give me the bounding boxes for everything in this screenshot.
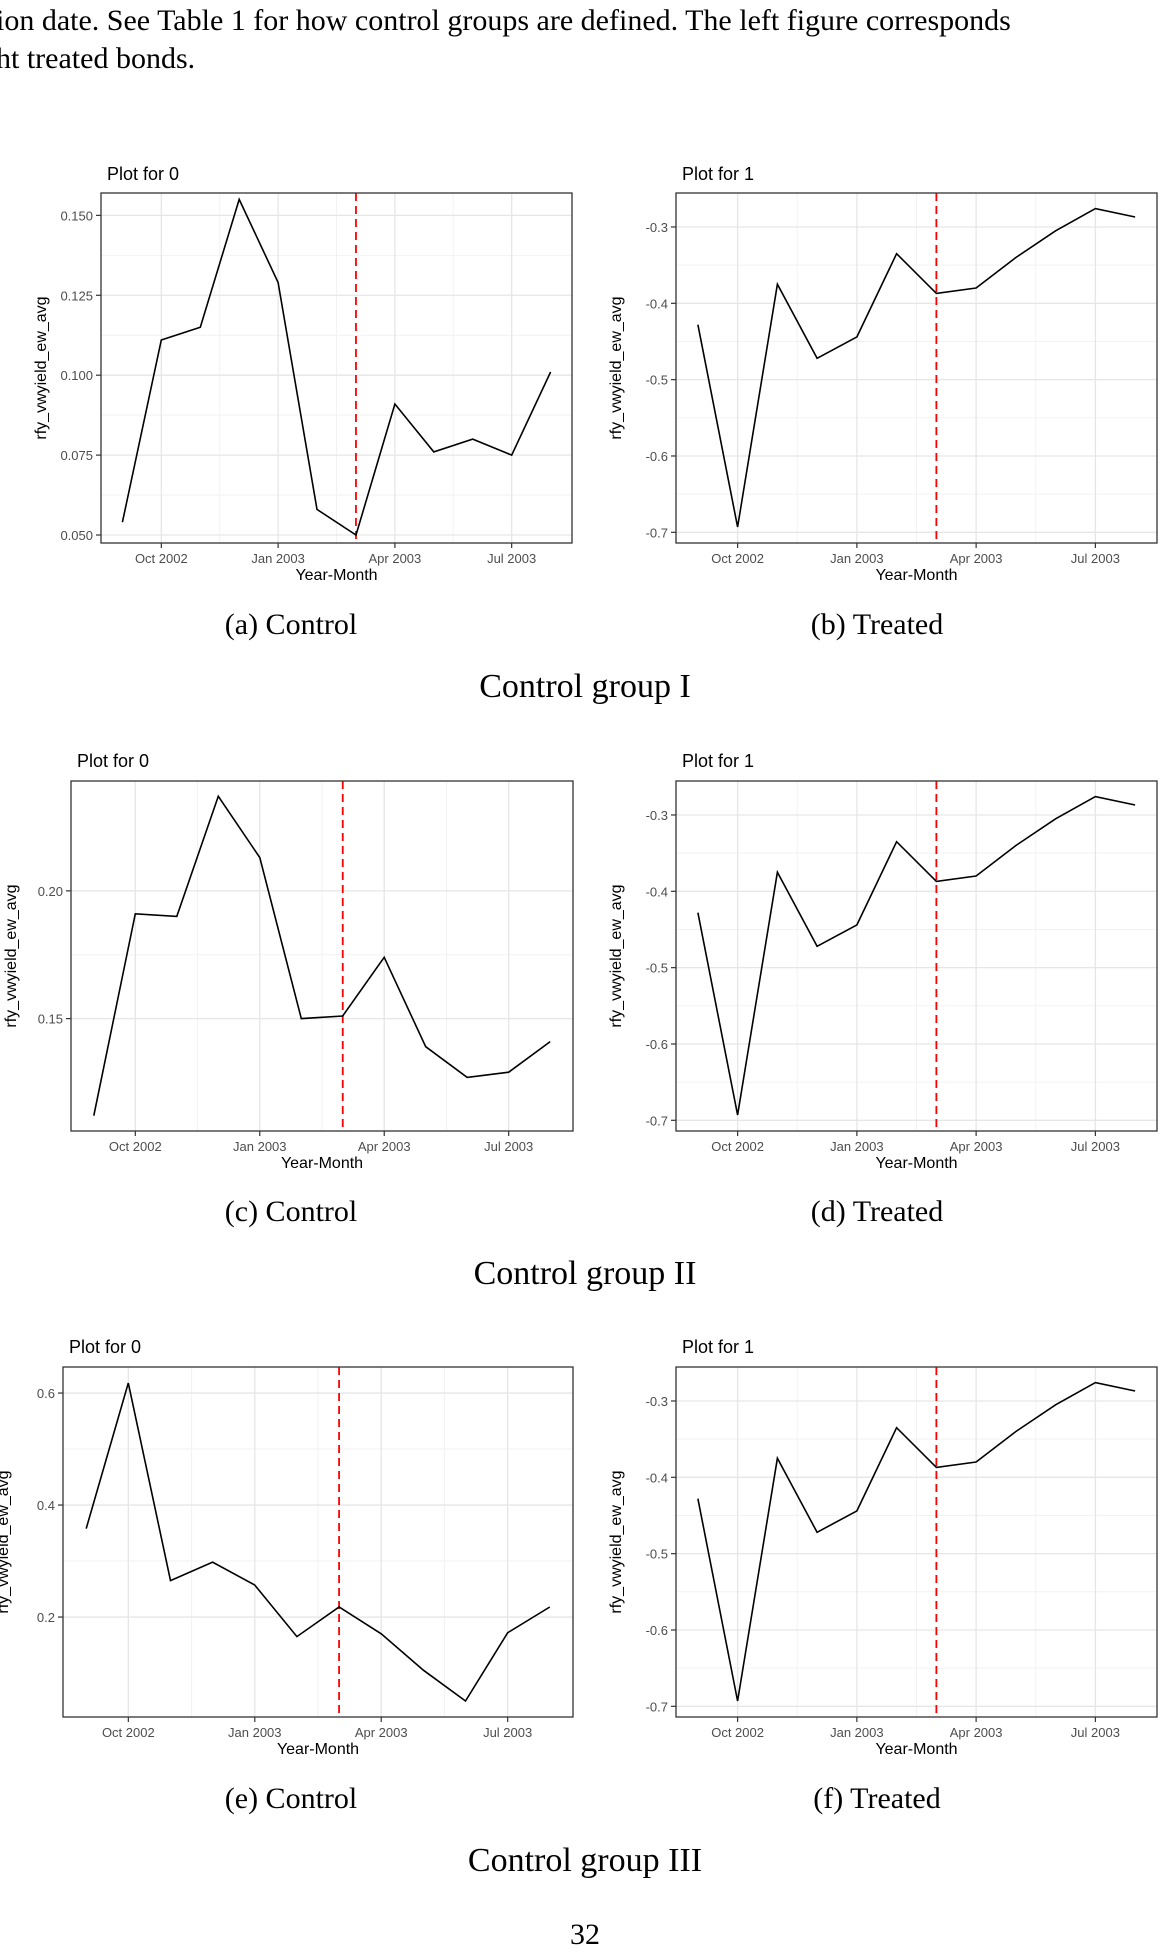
group-caption-1: Control group I — [479, 668, 691, 705]
x-tick-label: Jul 2003 — [1071, 1725, 1120, 1740]
chart-title: Plot for 0 — [107, 164, 179, 184]
x-tick-label: Apr 2003 — [950, 551, 1003, 566]
y-tick-label: -0.6 — [646, 1623, 668, 1638]
y-tick-label: 0.4 — [37, 1498, 55, 1513]
x-axis-title: Year-Month — [875, 1741, 957, 1758]
page-number: 32 — [570, 1918, 600, 1951]
chart-control-group-3-control: 0.2 0.4 0.6 Oct 2002 Jan 2003 Apr 2003 Jul 200… — [0, 1337, 574, 1758]
panel-border — [100, 192, 573, 544]
panel-border — [70, 780, 574, 1132]
y-axis-title: rfy_vwyield_ew_avg — [0, 1470, 12, 1613]
chart-control-group-2-control: 0.15 0.20 Oct 2002 Jan 2003 Apr 2003 Jul 2003… — [3, 751, 574, 1172]
group-caption-2: Control group II — [473, 1255, 697, 1292]
series-line — [85, 1382, 551, 1703]
y-tick-label: -0.7 — [646, 1113, 668, 1128]
series-line — [697, 1381, 1136, 1702]
x-axis-title: Year-Month — [281, 1155, 363, 1172]
panel-border — [62, 1366, 574, 1718]
y-tick-label: -0.5 — [646, 961, 668, 976]
x-tick-label: Oct 2002 — [711, 1725, 764, 1740]
y-tick-label: -0.6 — [646, 1037, 668, 1052]
chart-control-group-1-control: 0.050 0.075 0.100 0.125 0.150 Oct 2002 Jan 200… — [33, 164, 573, 584]
x-axis-title: Year-Month — [875, 567, 957, 584]
chart-title: Plot for 1 — [682, 1337, 754, 1357]
x-tick-label: Jan 2003 — [830, 551, 884, 566]
x-tick-label: Oct 2002 — [135, 551, 188, 566]
caption-b: (b) Treated — [810, 608, 944, 641]
y-tick-label: 0.125 — [60, 288, 93, 303]
x-tick-label: Oct 2002 — [109, 1139, 162, 1154]
x-axis-title: Year-Month — [277, 1741, 359, 1758]
x-tick-label: Jul 2003 — [487, 551, 536, 566]
intro-line-1: ion date. See Table 1 for how control gr… — [0, 4, 1011, 37]
y-tick-label: -0.4 — [646, 1470, 668, 1485]
y-tick-label: -0.4 — [646, 884, 668, 899]
y-tick-label: 0.100 — [60, 368, 93, 383]
chart-title: Plot for 0 — [77, 751, 149, 771]
series-line — [121, 197, 552, 537]
chart-control-group-2-treated: -0.7 -0.6 -0.5 -0.4 -0.3 Oct 2002 Jan 2003 Apr … — [608, 751, 1158, 1172]
y-axis-title: rfy_vwyield_ew_avg — [608, 296, 625, 439]
x-tick-label: Jul 2003 — [1071, 551, 1120, 566]
chart-control-group-1-treated: -0.7 -0.6 -0.5 -0.4 -0.3 Oct 2002 Jan 2003 Apr … — [608, 164, 1158, 584]
y-tick-label: 0.6 — [37, 1386, 55, 1401]
x-tick-label: Jan 2003 — [251, 551, 305, 566]
chart-title: Plot for 1 — [682, 164, 754, 184]
x-tick-label: Jan 2003 — [233, 1139, 287, 1154]
y-tick-label: -0.7 — [646, 1699, 668, 1714]
panel-border — [675, 1366, 1158, 1718]
y-tick-label: 0.050 — [60, 528, 93, 543]
caption-e: (e) Control — [224, 1782, 358, 1815]
x-tick-label: Jul 2003 — [483, 1725, 532, 1740]
x-tick-label: Oct 2002 — [711, 551, 764, 566]
chart-title: Plot for 1 — [682, 751, 754, 771]
x-tick-label: Apr 2003 — [355, 1725, 408, 1740]
x-tick-label: Apr 2003 — [358, 1139, 411, 1154]
y-tick-label: -0.5 — [646, 1547, 668, 1562]
intro-text: ion date. See Table 1 for how control gr… — [0, 2, 1161, 78]
y-tick-label: 0.075 — [60, 448, 93, 463]
y-axis-title: rfy_vwyield_ew_avg — [608, 884, 625, 1027]
caption-d: (d) Treated — [810, 1195, 944, 1228]
x-tick-label: Apr 2003 — [950, 1725, 1003, 1740]
y-tick-label: -0.3 — [646, 1394, 668, 1409]
y-tick-label: 0.150 — [60, 208, 93, 223]
x-tick-label: Jul 2003 — [484, 1139, 533, 1154]
caption-a: (a) Control — [224, 608, 358, 641]
y-axis-title: rfy_vwyield_ew_avg — [33, 296, 50, 439]
x-axis-title: Year-Month — [875, 1155, 957, 1172]
y-tick-label: -0.5 — [646, 373, 668, 388]
y-tick-label: 0.20 — [38, 884, 63, 899]
series-line — [697, 795, 1136, 1116]
y-axis-title: rfy_vwyield_ew_avg — [608, 1470, 625, 1613]
y-tick-label: 0.15 — [38, 1012, 63, 1027]
panel-border — [675, 780, 1158, 1132]
x-tick-label: Jan 2003 — [228, 1725, 282, 1740]
chart-control-group-3-treated: -0.7 -0.6 -0.5 -0.4 -0.3 Oct 2002 Jan 2003 Apr … — [608, 1337, 1158, 1758]
y-axis-title: rfy_vwyield_ew_avg — [3, 884, 20, 1027]
caption-c: (c) Control — [224, 1195, 358, 1228]
y-tick-label: -0.7 — [646, 525, 668, 540]
y-tick-label: 0.2 — [37, 1610, 55, 1625]
chart-title: Plot for 0 — [69, 1337, 141, 1357]
x-tick-label: Jan 2003 — [830, 1139, 884, 1154]
y-tick-label: -0.3 — [646, 220, 668, 235]
series-line — [93, 794, 551, 1116]
x-tick-label: Jul 2003 — [1071, 1139, 1120, 1154]
y-tick-label: -0.4 — [646, 296, 668, 311]
panel-border — [675, 192, 1158, 544]
y-tick-label: -0.6 — [646, 449, 668, 464]
caption-f: (f) Treated — [813, 1782, 941, 1815]
x-tick-label: Apr 2003 — [369, 551, 422, 566]
x-tick-label: Oct 2002 — [102, 1725, 155, 1740]
group-caption-3: Control group III — [467, 1842, 703, 1879]
series-line — [697, 207, 1136, 528]
x-tick-label: Jan 2003 — [830, 1725, 884, 1740]
intro-line-2: ht treated bonds. — [0, 42, 196, 75]
x-axis-title: Year-Month — [295, 567, 377, 584]
x-tick-label: Apr 2003 — [950, 1139, 1003, 1154]
x-tick-label: Oct 2002 — [711, 1139, 764, 1154]
y-tick-label: -0.3 — [646, 808, 668, 823]
